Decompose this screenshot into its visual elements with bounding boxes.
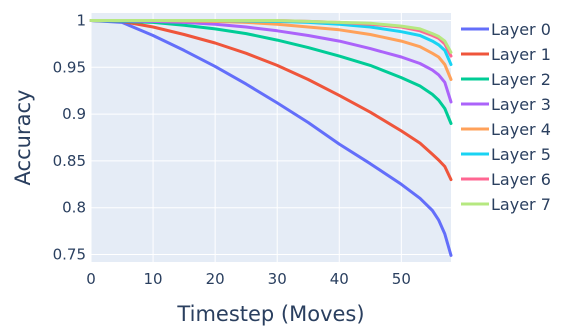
x-tick-label: 30: [268, 270, 287, 288]
series-line-layer-0: [89, 19, 453, 257]
y-axis-title: Accuracy: [11, 90, 35, 186]
legend-label-layer-2: Layer 2: [491, 70, 551, 89]
x-tick-label: 10: [144, 270, 163, 288]
y-tick-label: 0.75: [53, 246, 86, 264]
legend: Layer 0 Layer 1 Layer 2 Layer 3 Layer 4 Layer…: [461, 20, 551, 214]
y-tick-label: 1: [76, 11, 86, 29]
legend-label-layer-7: Layer 7: [491, 195, 551, 214]
series-line-layer-1: [89, 19, 453, 182]
legend-label-layer-0: Layer 0: [491, 20, 551, 39]
legend-label-layer-3: Layer 3: [491, 95, 551, 114]
x-tick-label: 20: [206, 270, 225, 288]
x-axis-ticks: 0 10 20 30 40 50: [86, 270, 411, 288]
y-tick-label: 0.85: [53, 152, 86, 170]
plot-background: [91, 13, 451, 262]
series-lines: [89, 19, 453, 257]
x-tick-label: 0: [86, 270, 96, 288]
y-tick-label: 0.9: [62, 105, 86, 123]
x-axis-title: Timestep (Moves): [176, 302, 364, 326]
y-tick-label: 0.95: [53, 58, 86, 76]
series-line-layer-7: [89, 19, 453, 54]
series-line-layer-2: [89, 19, 453, 125]
legend-label-layer-4: Layer 4: [491, 120, 551, 139]
y-axis-ticks: 0.75 0.8 0.85 0.9 0.95 1: [53, 11, 86, 263]
legend-label-layer-1: Layer 1: [491, 45, 551, 64]
y-tick-label: 0.8: [62, 199, 86, 217]
x-tick-label: 50: [392, 270, 411, 288]
legend-label-layer-6: Layer 6: [491, 170, 551, 189]
legend-label-layer-5: Layer 5: [491, 145, 551, 164]
x-tick-label: 40: [330, 270, 349, 288]
series-line-layer-3: [89, 19, 453, 104]
